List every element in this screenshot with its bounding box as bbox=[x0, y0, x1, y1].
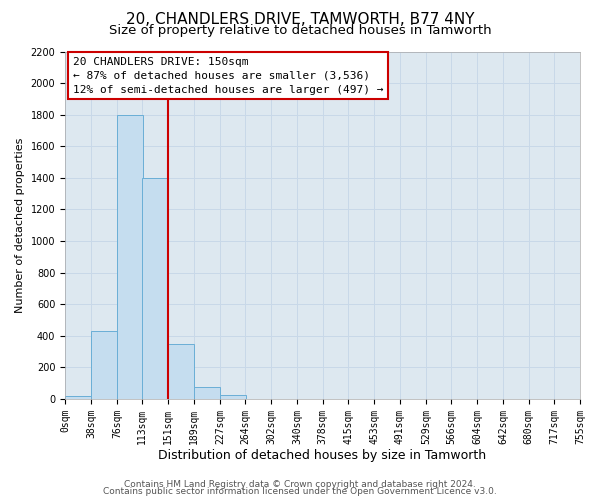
Bar bbox=[91, 331, 117, 399]
Bar bbox=[65, 396, 91, 399]
Text: Contains HM Land Registry data © Crown copyright and database right 2024.: Contains HM Land Registry data © Crown c… bbox=[124, 480, 476, 489]
Bar bbox=[220, 395, 246, 399]
Y-axis label: Number of detached properties: Number of detached properties bbox=[15, 138, 25, 313]
Text: 20 CHANDLERS DRIVE: 150sqm
← 87% of detached houses are smaller (3,536)
12% of s: 20 CHANDLERS DRIVE: 150sqm ← 87% of deta… bbox=[73, 56, 383, 94]
Text: Size of property relative to detached houses in Tamworth: Size of property relative to detached ho… bbox=[109, 24, 491, 37]
Bar bbox=[142, 178, 168, 399]
Bar bbox=[168, 344, 194, 399]
Bar bbox=[194, 387, 220, 399]
Text: 20, CHANDLERS DRIVE, TAMWORTH, B77 4NY: 20, CHANDLERS DRIVE, TAMWORTH, B77 4NY bbox=[126, 12, 474, 28]
Bar bbox=[117, 114, 143, 399]
Text: Contains public sector information licensed under the Open Government Licence v3: Contains public sector information licen… bbox=[103, 487, 497, 496]
X-axis label: Distribution of detached houses by size in Tamworth: Distribution of detached houses by size … bbox=[158, 450, 487, 462]
